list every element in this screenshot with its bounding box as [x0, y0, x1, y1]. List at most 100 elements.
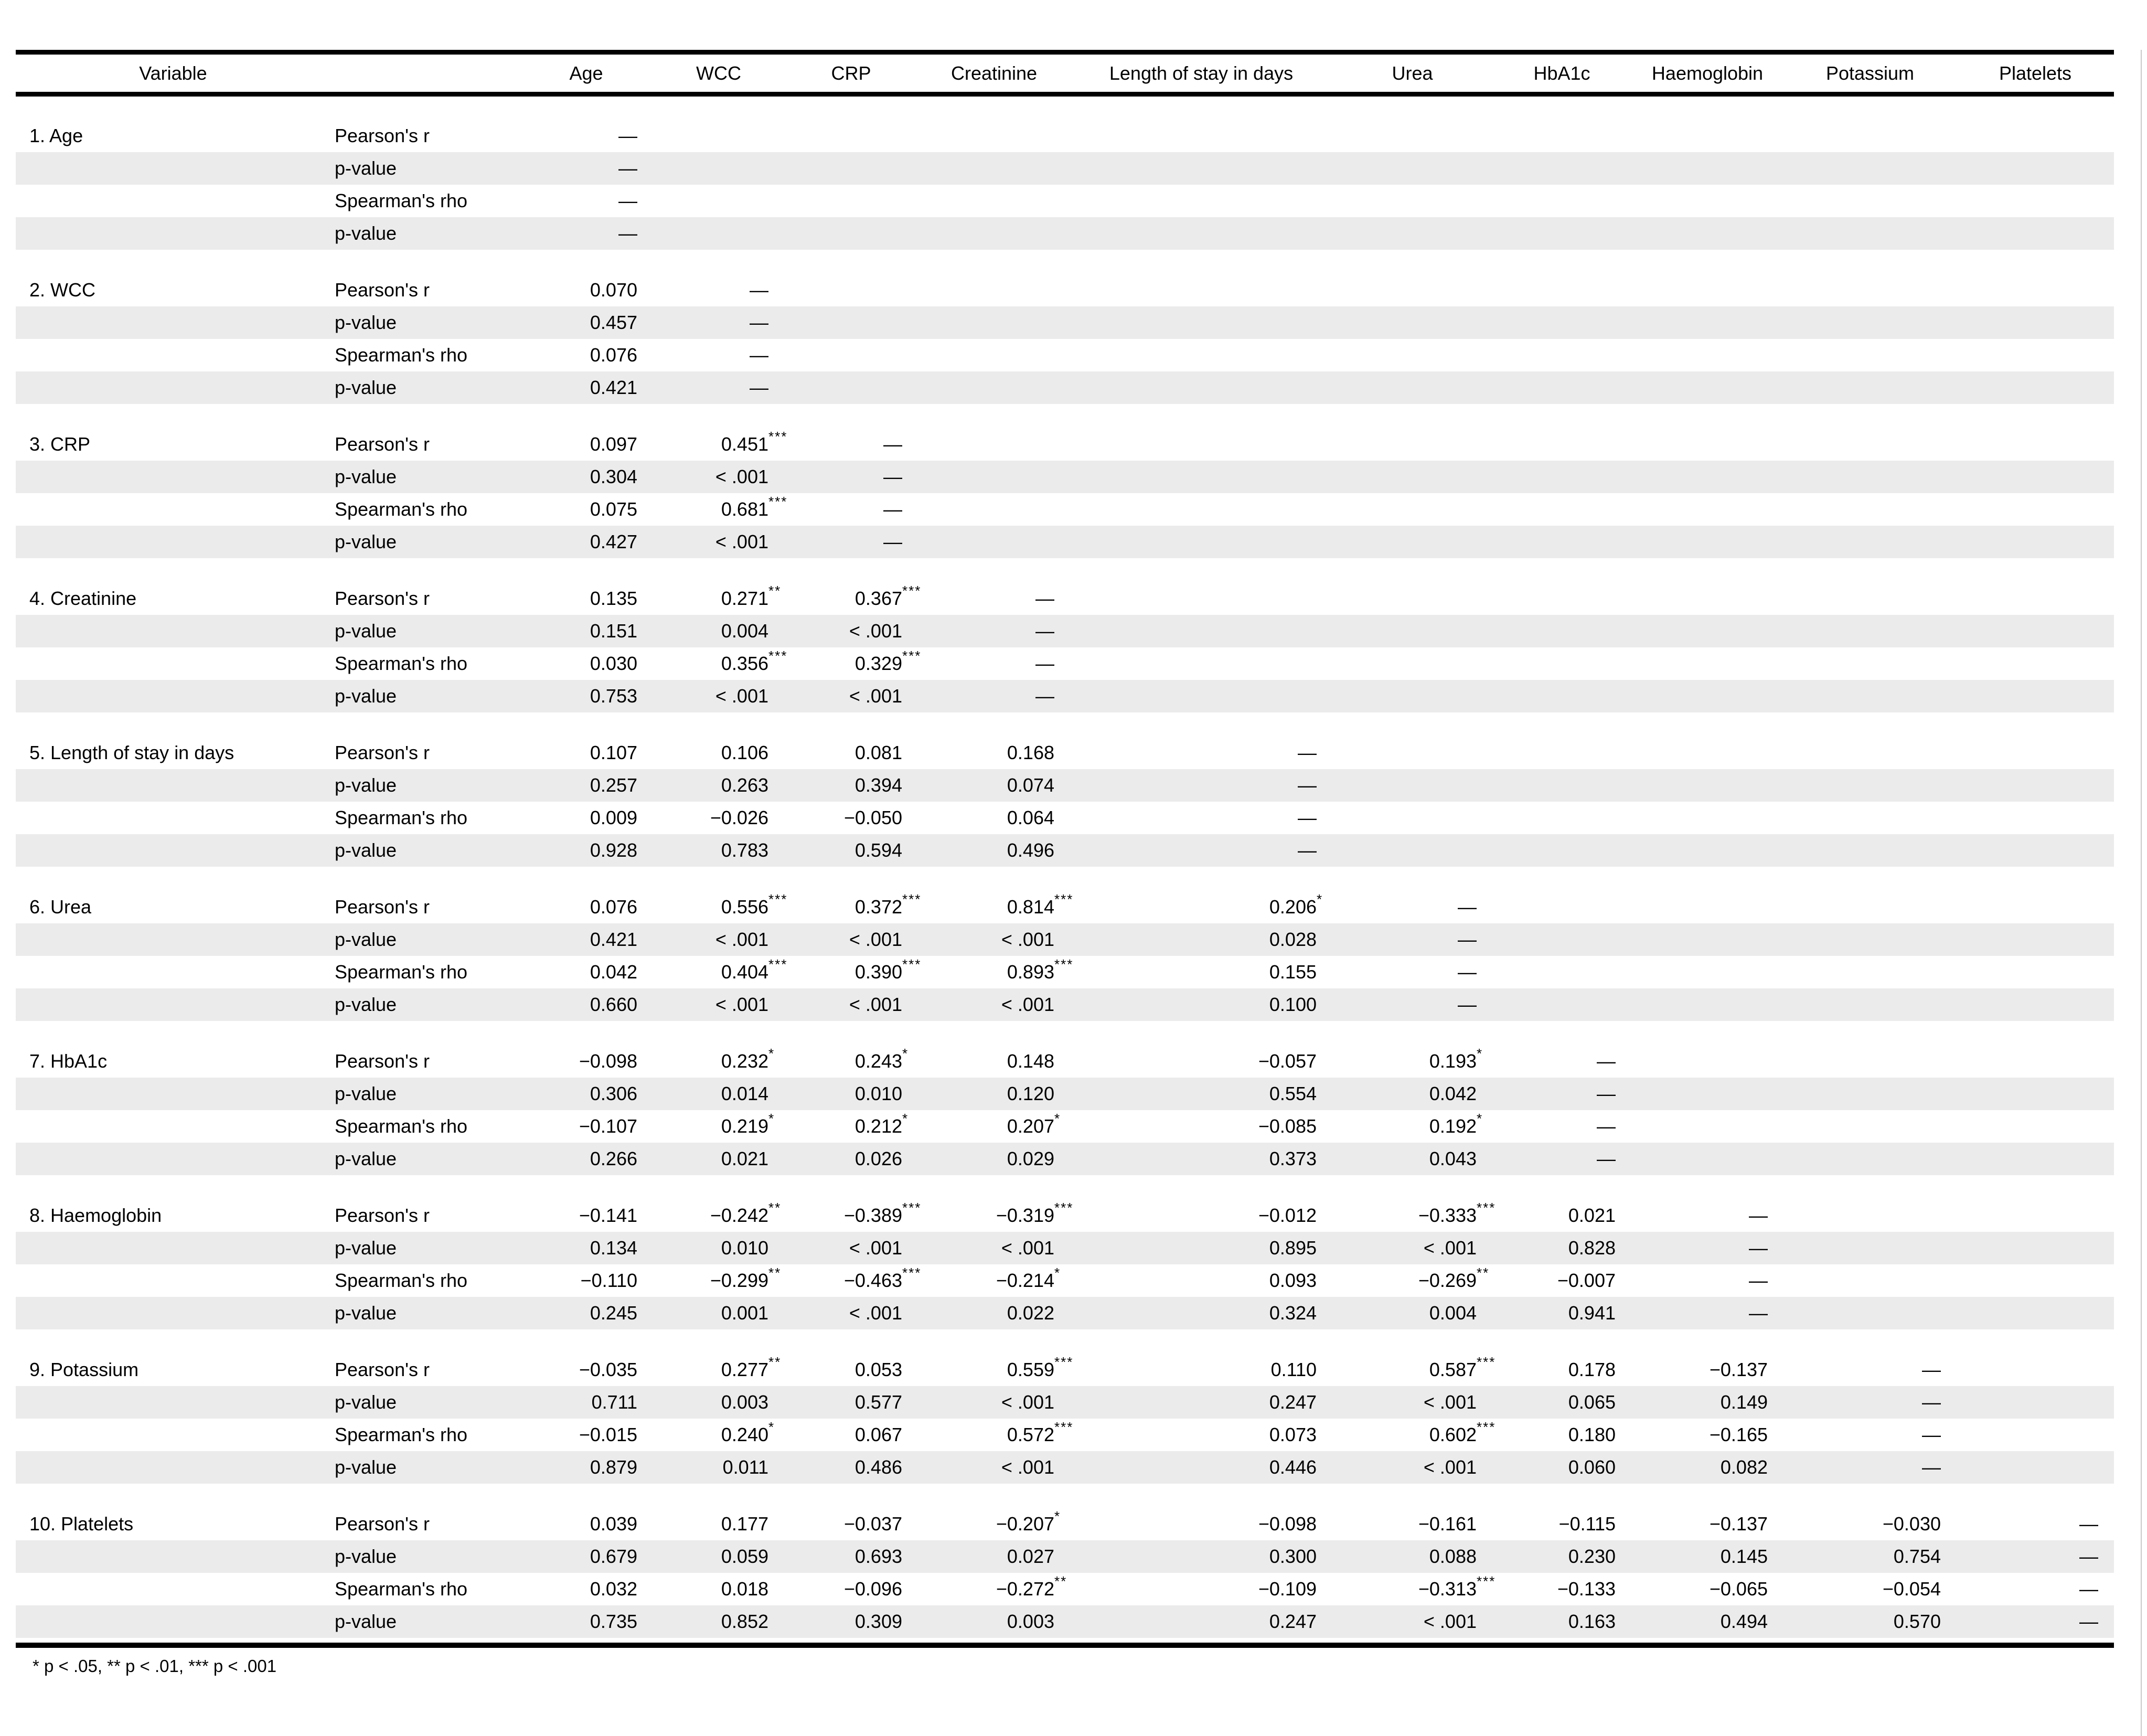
table-row: Spearman's rho −0.107 0.219 * 0.212 * 0.207 * −0… [16, 1110, 2114, 1143]
variable-cell [16, 217, 330, 250]
value-cell: — [1922, 1423, 1941, 1445]
variable-cell [16, 1573, 330, 1605]
statistic-cell: p-value [330, 1077, 519, 1110]
significance-stars: * [1054, 1264, 1061, 1281]
variable-cell: 8. Haemoglobin [29, 1204, 162, 1226]
value-cell [1957, 923, 2114, 956]
value-cell [1783, 1142, 1957, 1175]
value-cell: 0.010 [784, 1077, 918, 1110]
value-cell: 0.660 [519, 988, 653, 1021]
statistic-cell: Pearson's r [335, 1358, 430, 1380]
variable-cell [16, 1605, 330, 1638]
value-cell: — [1957, 1540, 2114, 1573]
value-cell: 0.421 [519, 371, 653, 404]
value-cell: −0.035 [579, 1358, 637, 1380]
value-cell [1783, 614, 1957, 647]
significance-stars: ** [768, 1264, 782, 1281]
value-cell [1332, 582, 1492, 615]
significance-stars: *** [1054, 956, 1074, 972]
separator-cell [16, 1638, 2114, 1645]
value-cell [1783, 428, 1957, 461]
separator-row [16, 1175, 2114, 1199]
value-cell [1332, 185, 1492, 217]
variable-cell: 4. Creatinine [29, 587, 137, 609]
value-cell [1332, 371, 1492, 404]
value-cell [653, 152, 784, 185]
value-cell [1783, 460, 1957, 493]
value-cell [1631, 120, 1783, 152]
value-cell: 0.373 [1070, 1142, 1332, 1175]
value-cell [1957, 1354, 2114, 1386]
value-cell: −0.313 *** [1418, 1573, 1496, 1600]
value-cell [1957, 274, 2114, 306]
value-cell [1631, 460, 1783, 493]
statistic-cell: Pearson's r [335, 433, 430, 455]
value-cell: −0.141 [579, 1204, 637, 1226]
value-cell [1070, 217, 1332, 250]
value-cell: < .001 [653, 525, 784, 558]
significance-stars: *** [902, 647, 922, 664]
value-cell [1957, 956, 2114, 988]
value-cell: 0.135 [590, 587, 637, 609]
column-header: HbA1c [1492, 52, 1631, 97]
value-cell: 0.180 [1568, 1423, 1616, 1445]
variable-cell [16, 988, 330, 1021]
statistic-column-header [330, 52, 519, 97]
value-cell: — [653, 371, 784, 404]
value-cell [1957, 1386, 2114, 1419]
value-cell [1332, 274, 1492, 306]
value-cell: 0.067 [854, 1423, 902, 1445]
variable-cell: 9. Potassium [29, 1358, 139, 1380]
value-cell: −0.057 [1258, 1050, 1317, 1072]
value-cell: 0.163 [1492, 1605, 1631, 1638]
significance-stars: *** [1054, 891, 1074, 907]
statistic-cell: Spearman's rho [335, 1269, 468, 1291]
value-cell [784, 339, 918, 371]
significance-stars: *** [1477, 1199, 1496, 1216]
value-cell: — [784, 525, 918, 558]
table-row: 7. HbA1c Pearson's r −0.098 0.232 * 0.243 * 0.1… [16, 1045, 2114, 1078]
value-cell [784, 274, 918, 306]
significance-stars: * [1054, 1508, 1061, 1524]
value-cell: 0.106 [721, 741, 768, 763]
value-cell [918, 152, 1070, 185]
value-cell: 0.559 *** [1007, 1354, 1074, 1380]
value-cell: 0.852 [653, 1605, 784, 1638]
value-cell [1332, 679, 1492, 712]
value-cell: 0.457 [519, 306, 653, 339]
value-cell: 0.828 [1492, 1231, 1631, 1264]
column-header: Platelets [1957, 52, 2114, 97]
value-cell: 0.572 *** [1007, 1419, 1074, 1445]
statistic-cell: p-value [330, 988, 519, 1021]
significance-stars: * [1054, 1110, 1061, 1126]
value-cell [1783, 339, 1957, 371]
table-row: p-value 0.679 0.059 0.693 0.027 0.300 0.088 0.2… [16, 1540, 2114, 1573]
value-cell: — [883, 498, 902, 520]
variable-cell: 7. HbA1c [29, 1050, 108, 1072]
value-cell [1783, 737, 1957, 769]
value-cell [1957, 493, 2114, 526]
variable-cell [16, 1296, 330, 1329]
variable-cell [16, 956, 330, 988]
value-cell [918, 339, 1070, 371]
value-cell: 0.011 [653, 1451, 784, 1484]
variable-cell [16, 185, 330, 217]
value-cell: < .001 [1332, 1386, 1492, 1419]
significance-footnote: * p < .05, ** p < .01, *** p < .001 [33, 1656, 277, 1676]
value-cell [918, 460, 1070, 493]
value-cell [1332, 460, 1492, 493]
value-cell: 0.001 [653, 1296, 784, 1329]
value-cell [1492, 371, 1631, 404]
value-cell: 0.053 [854, 1358, 902, 1380]
statistic-cell: Spearman's rho [335, 1115, 468, 1137]
value-cell: 0.577 [784, 1386, 918, 1419]
variable-cell [16, 339, 330, 371]
value-cell [1492, 460, 1631, 493]
value-cell [1631, 988, 1783, 1021]
value-cell: 0.941 [1492, 1296, 1631, 1329]
value-cell: 0.076 [590, 896, 637, 918]
value-cell: — [653, 306, 784, 339]
statistic-cell: Spearman's rho [335, 1578, 468, 1600]
value-cell [1957, 647, 2114, 680]
value-cell: < .001 [784, 988, 918, 1021]
